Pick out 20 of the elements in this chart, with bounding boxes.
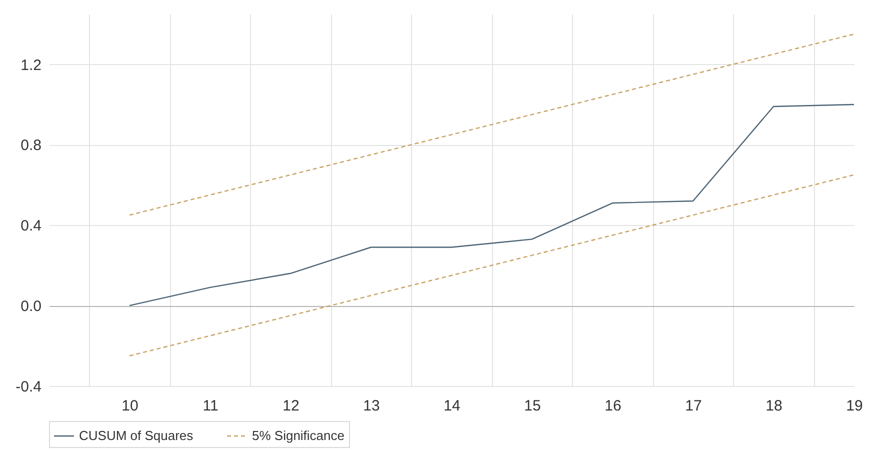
x-tick-label: 18 — [766, 398, 782, 414]
y-tick-label: 0.4 — [20, 218, 42, 235]
x-tick-label: 15 — [524, 398, 541, 414]
line-series — [128, 104, 855, 306]
line-series — [128, 34, 855, 216]
x-tick-label: 16 — [604, 398, 622, 414]
y-tick-label: 1.2 — [20, 56, 42, 74]
x-tick-label: 17 — [685, 398, 702, 414]
x-tick-label: 19 — [846, 398, 863, 414]
x-tick-label: 11 — [202, 398, 218, 414]
y-tick-label: 0.8 — [20, 137, 42, 154]
line-series — [128, 174, 855, 356]
x-tick-label: 10 — [122, 398, 138, 414]
legend-label: 5% Significance — [252, 428, 344, 443]
x-tick-label: 14 — [444, 398, 460, 414]
y-tick-label: 0.0 — [20, 298, 42, 316]
x-tick-label: 13 — [363, 398, 380, 414]
y-tick-label: -0.4 — [16, 378, 42, 396]
x-tick-label: 12 — [282, 398, 300, 414]
legend-label: CUSUM of Squares — [79, 428, 194, 443]
